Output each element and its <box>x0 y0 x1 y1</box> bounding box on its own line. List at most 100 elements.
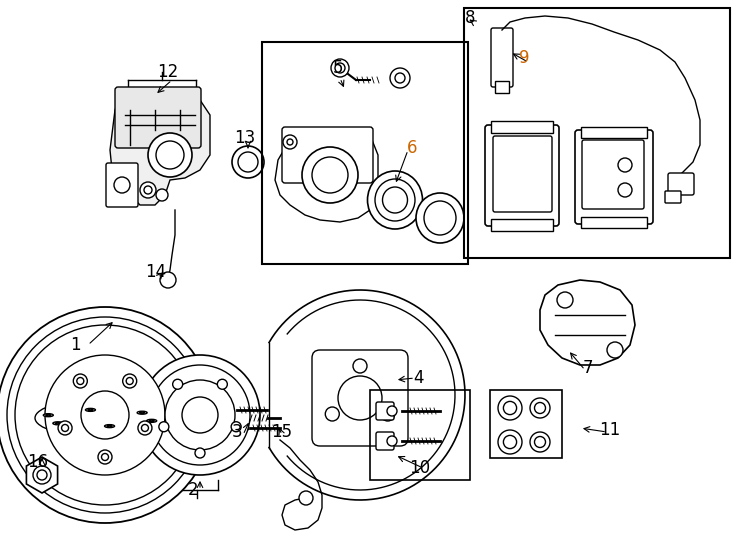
Circle shape <box>335 63 345 73</box>
Circle shape <box>58 421 72 435</box>
Ellipse shape <box>375 179 415 221</box>
Text: 2: 2 <box>188 481 198 499</box>
FancyBboxPatch shape <box>581 127 647 138</box>
Circle shape <box>172 379 183 389</box>
Circle shape <box>7 317 203 513</box>
Circle shape <box>126 377 133 384</box>
Circle shape <box>618 183 632 197</box>
Circle shape <box>283 135 297 149</box>
Ellipse shape <box>387 436 397 446</box>
Circle shape <box>217 379 228 389</box>
Text: 10: 10 <box>410 459 431 477</box>
Circle shape <box>182 397 218 433</box>
Circle shape <box>530 398 550 418</box>
Circle shape <box>338 376 382 420</box>
Text: 11: 11 <box>600 421 621 439</box>
Circle shape <box>150 365 250 465</box>
Text: 14: 14 <box>145 263 167 281</box>
Circle shape <box>165 380 235 450</box>
Text: 4: 4 <box>413 369 424 387</box>
Bar <box>464 8 730 258</box>
Polygon shape <box>110 88 210 205</box>
FancyBboxPatch shape <box>282 127 373 183</box>
Circle shape <box>15 325 195 505</box>
Circle shape <box>238 152 258 172</box>
Circle shape <box>73 374 87 388</box>
Ellipse shape <box>104 424 115 428</box>
Bar <box>490 390 562 458</box>
Text: 1: 1 <box>70 336 80 354</box>
Ellipse shape <box>368 171 423 229</box>
Circle shape <box>232 146 264 178</box>
Circle shape <box>138 421 152 435</box>
Circle shape <box>607 342 623 358</box>
Ellipse shape <box>149 420 154 422</box>
Circle shape <box>159 422 169 432</box>
Text: 12: 12 <box>157 63 178 81</box>
Circle shape <box>77 377 84 384</box>
Circle shape <box>504 401 517 415</box>
Circle shape <box>534 436 545 448</box>
FancyBboxPatch shape <box>668 173 694 195</box>
FancyBboxPatch shape <box>491 219 553 231</box>
Bar <box>370 390 470 480</box>
Circle shape <box>381 407 395 421</box>
Ellipse shape <box>88 409 93 410</box>
Circle shape <box>312 157 348 193</box>
Circle shape <box>353 359 367 373</box>
FancyBboxPatch shape <box>575 130 653 224</box>
FancyBboxPatch shape <box>493 136 552 212</box>
Circle shape <box>302 147 358 203</box>
Circle shape <box>498 396 522 420</box>
Text: 3: 3 <box>232 423 242 441</box>
Ellipse shape <box>107 426 112 427</box>
Ellipse shape <box>55 423 60 424</box>
Circle shape <box>557 292 573 308</box>
Circle shape <box>498 430 522 454</box>
FancyBboxPatch shape <box>665 191 681 203</box>
FancyBboxPatch shape <box>581 217 647 228</box>
Ellipse shape <box>85 408 95 411</box>
Circle shape <box>534 402 545 414</box>
Ellipse shape <box>0 388 200 448</box>
Text: 9: 9 <box>519 49 529 67</box>
Circle shape <box>156 141 184 169</box>
Circle shape <box>142 424 148 431</box>
Text: 8: 8 <box>465 9 475 27</box>
Ellipse shape <box>53 422 63 425</box>
FancyBboxPatch shape <box>376 402 394 420</box>
FancyBboxPatch shape <box>115 87 201 148</box>
Text: 13: 13 <box>234 129 255 147</box>
Circle shape <box>62 424 68 431</box>
FancyBboxPatch shape <box>376 432 394 450</box>
Circle shape <box>101 454 109 461</box>
FancyBboxPatch shape <box>485 125 559 226</box>
Circle shape <box>140 355 260 475</box>
Circle shape <box>140 182 156 198</box>
Text: 15: 15 <box>272 423 293 441</box>
Circle shape <box>299 491 313 505</box>
Circle shape <box>123 374 137 388</box>
Ellipse shape <box>75 410 125 426</box>
Ellipse shape <box>416 193 464 243</box>
Ellipse shape <box>35 399 165 437</box>
Ellipse shape <box>382 187 407 213</box>
Ellipse shape <box>424 201 456 235</box>
FancyBboxPatch shape <box>312 350 408 446</box>
Ellipse shape <box>139 412 145 414</box>
Polygon shape <box>540 280 635 365</box>
Text: 16: 16 <box>27 453 48 471</box>
Circle shape <box>37 470 47 480</box>
Circle shape <box>114 177 130 193</box>
FancyBboxPatch shape <box>106 163 138 207</box>
Bar <box>262 42 468 264</box>
Ellipse shape <box>387 406 397 416</box>
Circle shape <box>504 435 517 449</box>
Ellipse shape <box>8 390 192 445</box>
Ellipse shape <box>0 386 208 450</box>
Ellipse shape <box>137 411 147 414</box>
Circle shape <box>195 448 205 458</box>
Ellipse shape <box>147 420 156 422</box>
Circle shape <box>618 158 632 172</box>
FancyBboxPatch shape <box>495 81 509 93</box>
